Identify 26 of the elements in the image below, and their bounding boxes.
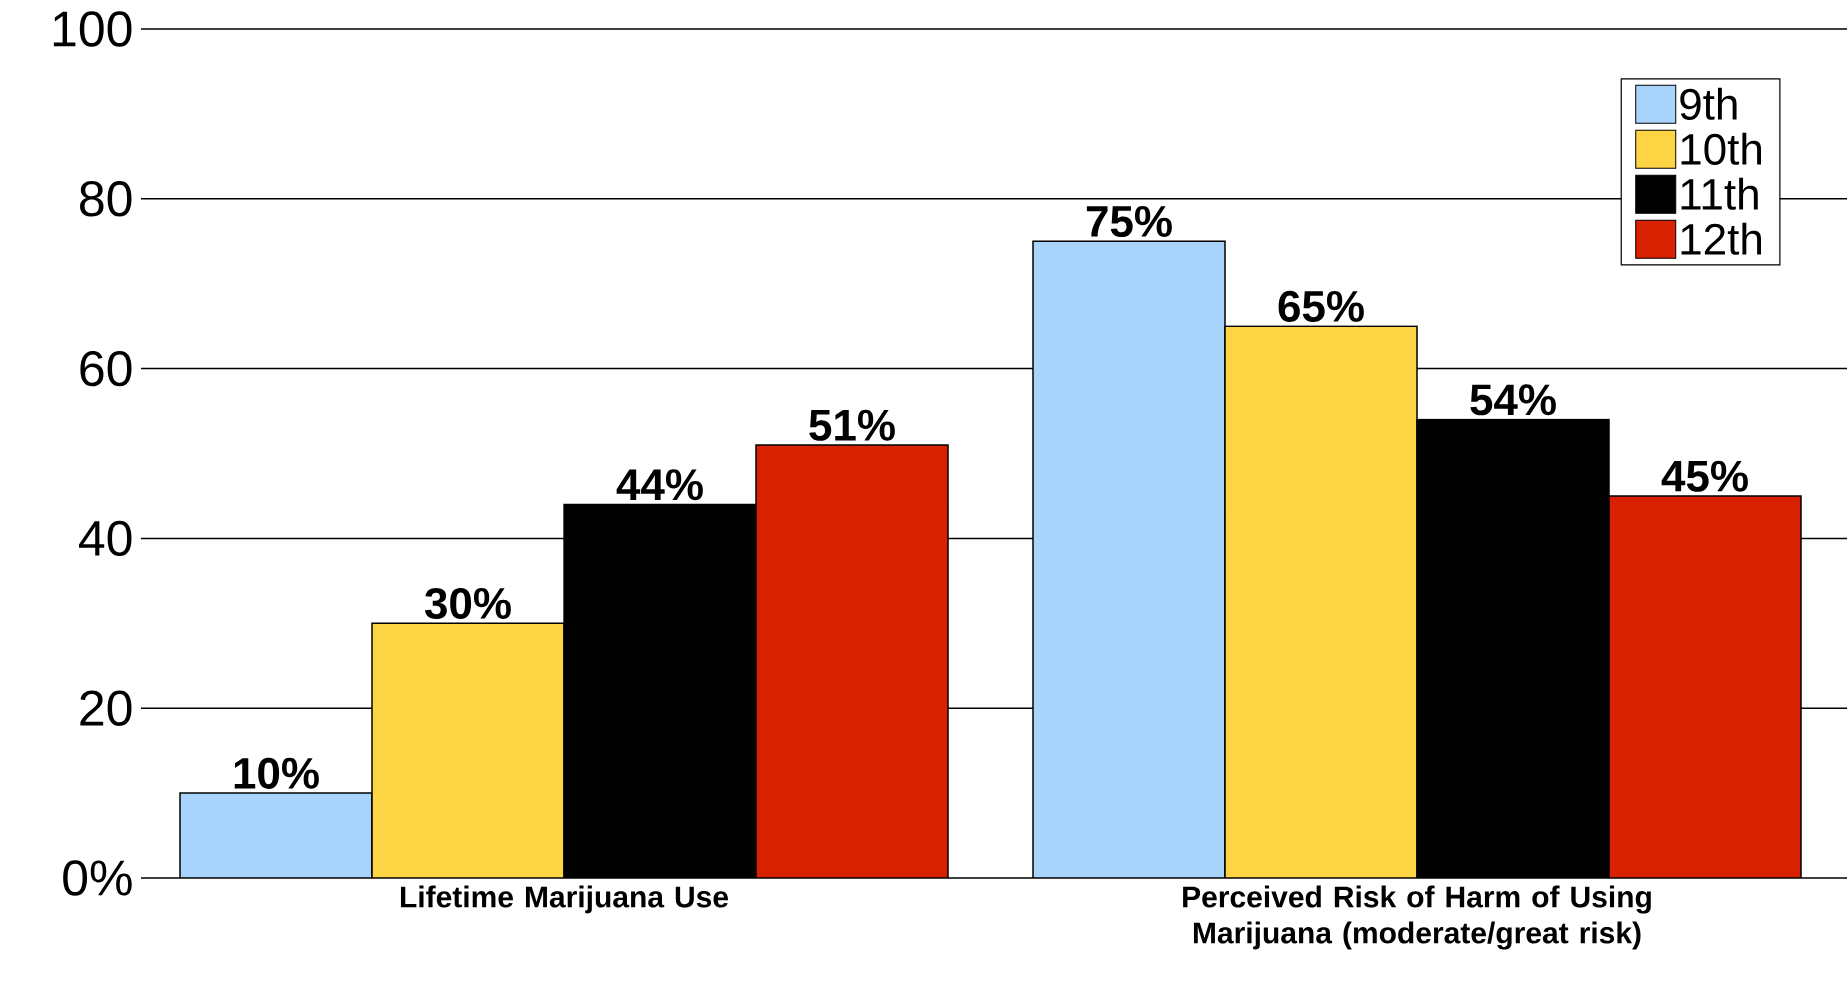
legend-label: 9th xyxy=(1680,87,1737,120)
data-label: 65% xyxy=(1278,290,1364,322)
data-label: 10% xyxy=(234,757,319,789)
legend-label: 10th xyxy=(1681,132,1762,165)
y-tick-label: 60 xyxy=(80,350,132,387)
y-tick-label: 0% xyxy=(63,860,132,896)
x-tick-label: Perceived Risk of Harm of Using Marijuana (moderate/great risk) xyxy=(1183,885,1651,950)
bar xyxy=(1608,495,1802,878)
bar xyxy=(371,622,565,878)
data-label: 30% xyxy=(424,587,511,620)
data-label: 44% xyxy=(616,469,703,501)
x-tick-label: Lifetime Marijuana Use xyxy=(400,885,728,914)
bar xyxy=(755,444,949,878)
data-label: 75% xyxy=(1086,206,1172,238)
bar xyxy=(1032,240,1226,878)
data-label: 54% xyxy=(1470,384,1556,416)
bar xyxy=(1224,325,1418,878)
y-tick-label: 80 xyxy=(80,181,132,217)
legend-label: 12th xyxy=(1681,222,1762,255)
legend-label: 11th xyxy=(1681,177,1758,210)
y-tick-label: 40 xyxy=(79,520,132,557)
data-label: 51% xyxy=(809,409,895,441)
bar xyxy=(179,792,373,878)
data-label: 45% xyxy=(1661,460,1748,492)
y-tick-label: 20 xyxy=(80,690,132,726)
y-tick-label: 100 xyxy=(53,11,132,47)
